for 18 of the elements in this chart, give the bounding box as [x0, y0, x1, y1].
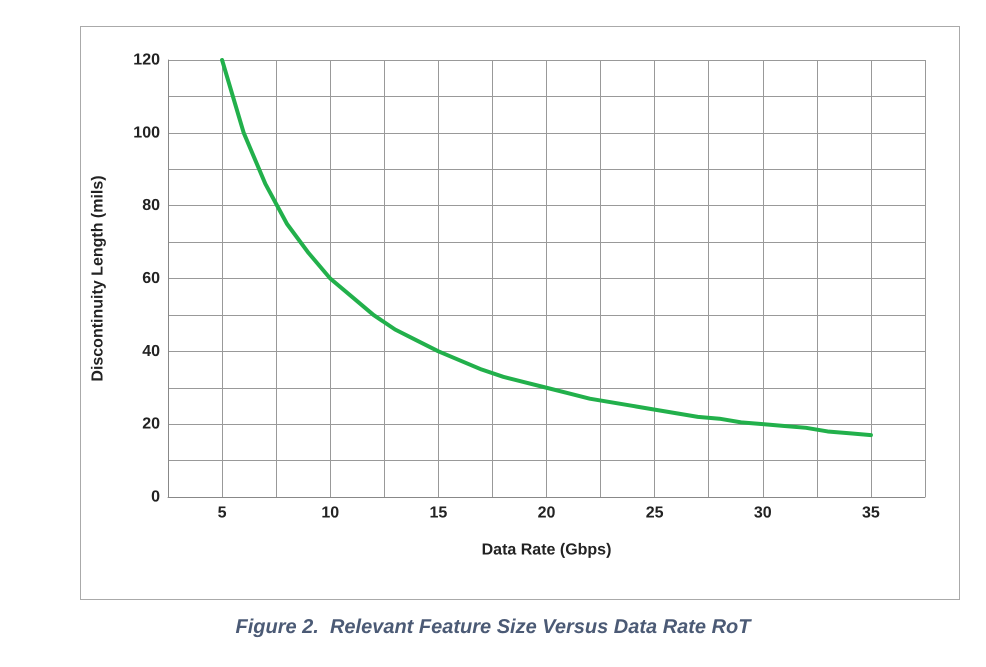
line-series — [220, 58, 873, 438]
x-tick-label: 10 — [321, 504, 340, 522]
x-tick-label: 30 — [754, 504, 772, 522]
y-tick-label: 80 — [142, 197, 160, 214]
y-tick-label: 120 — [133, 52, 160, 68]
y-tick-label: 20 — [142, 416, 160, 433]
x-tick-label: 25 — [646, 504, 664, 522]
y-tick-label: 0 — [151, 488, 160, 506]
x-tick-label: 35 — [862, 504, 880, 522]
x-tick-label: 15 — [429, 504, 448, 522]
caption: Figure 2. Relevant Feature Size Versus Data Rate RoT — [236, 616, 752, 638]
x-tick-label: 20 — [538, 504, 556, 522]
y-tick-label: 100 — [133, 124, 160, 142]
y-tick-label: 60 — [142, 270, 160, 287]
y-axis-title: Discontinuity Length (mils) — [90, 175, 106, 382]
y-tick-label: 40 — [142, 342, 160, 360]
x-axis-title: Data Rate (Gbps) — [482, 542, 612, 558]
x-tick-label: 5 — [218, 504, 227, 522]
